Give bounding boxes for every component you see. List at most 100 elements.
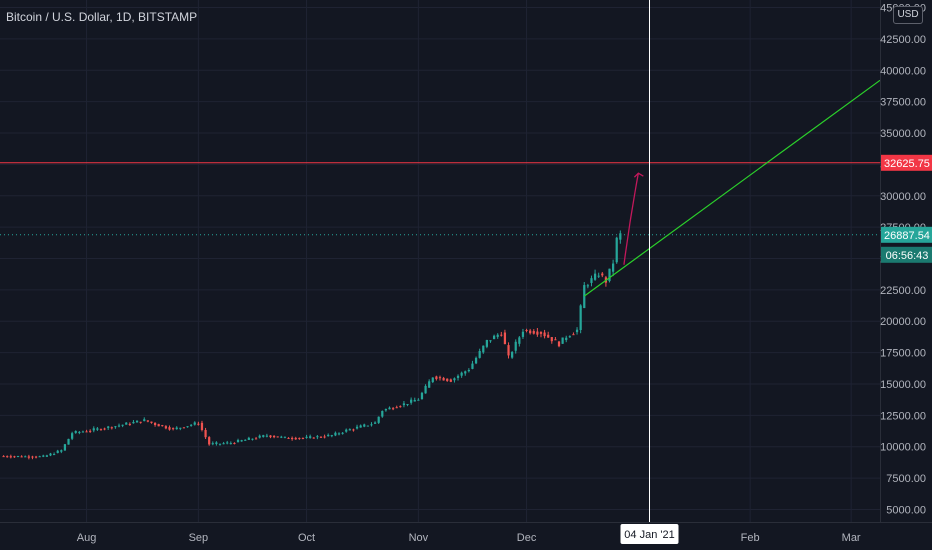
candle-body	[496, 334, 499, 337]
y-tick-label: 15000.00	[880, 379, 926, 391]
candle-body	[575, 329, 579, 333]
candle-body	[20, 456, 23, 458]
candle-body	[352, 429, 355, 431]
candle-body	[175, 427, 178, 430]
candle-body	[265, 435, 269, 437]
candle-body	[536, 331, 539, 335]
candle-body	[200, 422, 204, 430]
candle-body	[222, 443, 225, 445]
candle-body	[399, 406, 402, 408]
candle-body	[345, 429, 348, 432]
candle-body	[269, 435, 272, 438]
candle-body	[568, 336, 571, 338]
candle-body	[442, 377, 445, 381]
candle-body	[247, 437, 250, 440]
x-tick-label: Aug	[77, 532, 97, 544]
candle-body	[579, 305, 582, 331]
candle-body	[373, 422, 377, 424]
candle-body	[572, 334, 575, 336]
candle-body	[179, 427, 182, 429]
y-tick-label: 42500.00	[880, 34, 926, 46]
candle-body	[31, 456, 34, 458]
candle-body	[161, 425, 164, 427]
y-tick-label: 10000.00	[880, 442, 926, 454]
candle-body	[557, 341, 561, 347]
candle-body	[435, 376, 438, 380]
candle-body	[190, 424, 193, 426]
candle-body	[283, 436, 287, 438]
candle-body	[424, 385, 427, 394]
candle-body	[182, 427, 186, 429]
candle-body	[208, 437, 211, 445]
candle-body	[135, 420, 139, 423]
candle-body	[236, 440, 240, 443]
candle-body	[420, 392, 424, 400]
candle-body	[316, 436, 319, 438]
candle-body	[92, 428, 95, 431]
candle-body	[301, 437, 305, 439]
candle-body	[395, 407, 398, 409]
candle-body	[262, 435, 265, 437]
candle-body	[543, 332, 546, 337]
y-tick-label: 22500.00	[880, 285, 926, 297]
candle-body	[406, 404, 409, 406]
candle-body	[99, 429, 103, 431]
candle-body	[240, 440, 243, 442]
price-tags: 32625.75 26887.54 06:56:43 04 Jan '21	[620, 154, 932, 544]
candle-body	[391, 408, 395, 410]
candle-body	[583, 285, 586, 309]
candle-body	[132, 421, 135, 424]
candle-body	[56, 450, 59, 453]
y-tick-label: 35000.00	[880, 128, 926, 140]
candle-body	[507, 345, 510, 356]
candle-body	[218, 443, 222, 445]
candle-body	[16, 455, 20, 457]
candle-body	[525, 330, 528, 332]
candle-body	[460, 372, 463, 376]
candle-body	[619, 233, 622, 240]
candle-body	[6, 456, 9, 458]
candle-body	[2, 456, 5, 458]
candle-body	[24, 456, 27, 458]
candle-body	[464, 371, 467, 374]
price-axis[interactable]: 5000.00 7500.00 10000.00 12500.00 15000.00 17…	[880, 0, 932, 550]
candle-body	[150, 421, 153, 423]
candle-body	[539, 332, 543, 334]
candle-body	[593, 273, 597, 280]
y-tick-label: 30000.00	[880, 191, 926, 203]
candle-body	[291, 437, 294, 440]
candle-body	[49, 453, 52, 456]
candle-body	[276, 436, 279, 438]
candle-body	[428, 381, 431, 388]
candle-body	[370, 424, 373, 426]
candle-body	[9, 456, 12, 458]
candle-body	[474, 357, 478, 364]
candle-body	[586, 285, 589, 287]
candle-body	[521, 331, 525, 337]
candle-body	[125, 422, 128, 425]
candle-body	[388, 407, 391, 410]
candle-body	[81, 431, 85, 433]
candle-body	[258, 435, 261, 438]
candle-body	[294, 437, 297, 440]
candle-body	[34, 456, 38, 458]
time-axis[interactable]: Aug Sep Oct Nov Dec Feb Mar	[0, 522, 932, 545]
candle-body	[485, 340, 489, 347]
candle-body	[550, 337, 553, 342]
candle-body	[518, 337, 521, 344]
candle-body	[381, 411, 384, 417]
candle-body	[298, 437, 301, 439]
candle-body	[233, 442, 236, 444]
candle-body	[319, 436, 323, 438]
candle-body	[74, 431, 77, 433]
candle-body	[334, 432, 337, 436]
candle-body	[146, 420, 149, 422]
currency-button[interactable]: USD	[893, 6, 923, 24]
candle-body	[327, 434, 330, 437]
candle-body	[280, 436, 283, 438]
candle-body	[114, 426, 117, 428]
candle-body	[211, 443, 214, 445]
x-tick-label: Dec	[517, 532, 537, 544]
